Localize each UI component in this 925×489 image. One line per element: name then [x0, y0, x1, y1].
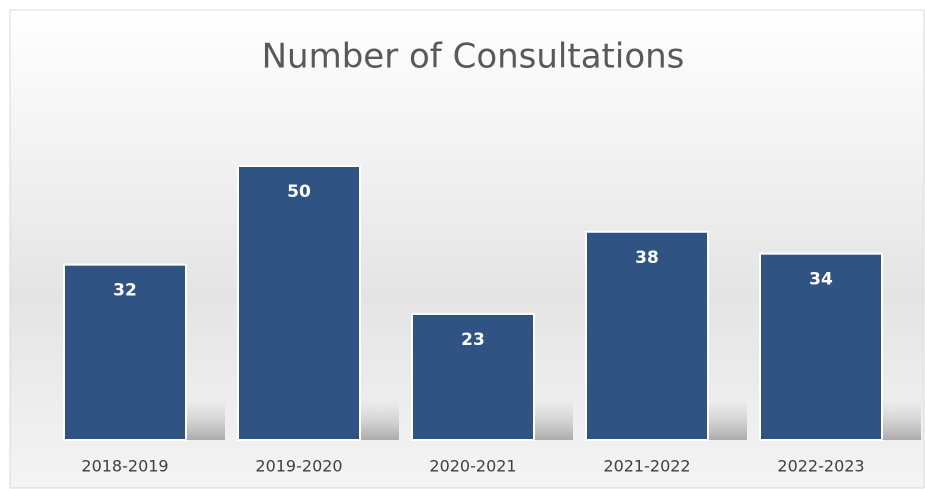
- bar: [759, 252, 883, 441]
- x-tick-label: 2021-2022: [603, 457, 690, 476]
- bar: [585, 230, 709, 441]
- chart-title: Number of Consultations: [262, 37, 685, 77]
- x-tick-label: 2022-2023: [777, 457, 864, 476]
- bar-shadow: [534, 400, 573, 440]
- data-label: 32: [113, 281, 137, 301]
- data-label: 23: [461, 330, 485, 350]
- data-label: 34: [809, 270, 833, 290]
- bar: [237, 165, 361, 441]
- bar-shadow: [708, 400, 747, 440]
- bar-shadow: [360, 400, 399, 440]
- bar: [63, 263, 187, 442]
- bar: [411, 312, 535, 441]
- data-label: 50: [287, 182, 311, 202]
- x-tick-label: 2018-2019: [81, 457, 168, 476]
- data-label: 38: [635, 248, 659, 268]
- x-tick-label: 2019-2020: [255, 457, 342, 476]
- bar-shadow: [882, 400, 921, 440]
- x-tick-label: 2020-2021: [429, 457, 516, 476]
- bar-shadow: [186, 400, 225, 440]
